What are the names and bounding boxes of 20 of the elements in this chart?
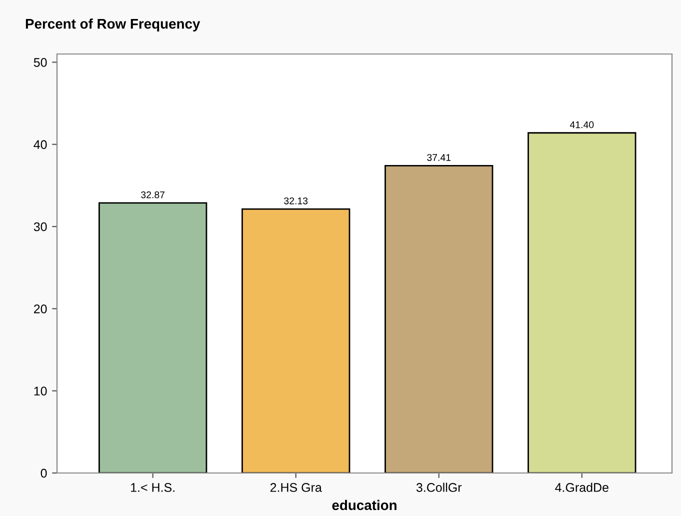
x-tick-label: 2.HS Gra: [270, 483, 322, 492]
x-tick-label: 1.< H.S.: [131, 483, 174, 492]
data-label: 32.13: [284, 197, 308, 204]
bar: [384, 164, 494, 473]
bar: [98, 202, 208, 473]
y-tick-label: 10: [34, 386, 47, 396]
data-label: 37.41: [427, 154, 451, 161]
chart-title: Percent of Row Frequency: [26, 18, 200, 32]
data-label: 32.87: [141, 191, 165, 198]
y-tick-label: 50: [34, 58, 47, 67]
y-tick-label: 30: [34, 222, 47, 232]
y-tick-label: 0: [40, 468, 47, 478]
y-tick-label: 40: [34, 140, 47, 150]
data-label: 41.40: [570, 121, 594, 128]
x-tick-label: 3.CollGr: [416, 482, 462, 492]
bar: [528, 132, 636, 473]
bar: [242, 208, 350, 473]
x-axis-title: education: [332, 500, 396, 510]
y-tick-label: 20: [34, 304, 47, 314]
x-tick-label: 4.GradDe: [555, 482, 608, 492]
